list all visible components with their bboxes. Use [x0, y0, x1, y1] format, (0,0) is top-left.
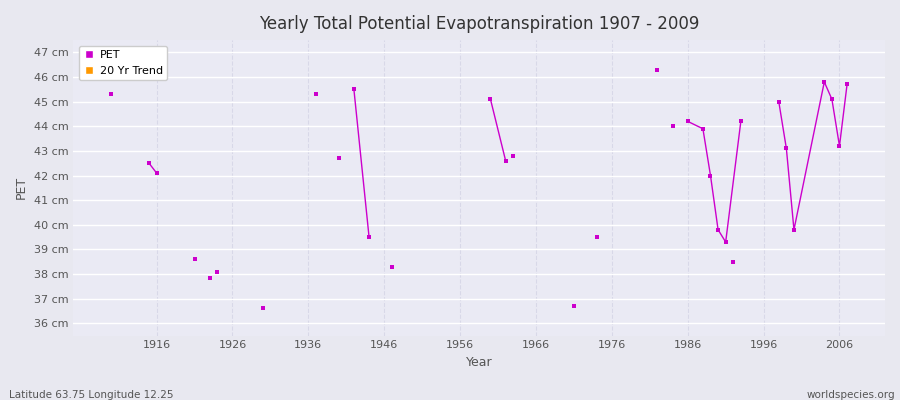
Point — [149, 170, 164, 176]
Point — [384, 264, 399, 270]
Point — [506, 153, 520, 159]
Point — [187, 256, 202, 262]
Point — [726, 258, 741, 265]
Point — [590, 234, 604, 240]
Point — [256, 305, 270, 312]
Title: Yearly Total Potential Evapotranspiration 1907 - 2009: Yearly Total Potential Evapotranspiratio… — [259, 15, 699, 33]
Point — [331, 155, 346, 162]
Point — [104, 91, 118, 98]
Legend: PET, 20 Yr Trend: PET, 20 Yr Trend — [78, 46, 167, 80]
Text: Latitude 63.75 Longitude 12.25: Latitude 63.75 Longitude 12.25 — [9, 390, 174, 400]
Point — [665, 123, 680, 130]
Y-axis label: PET: PET — [15, 176, 28, 200]
Point — [202, 274, 217, 281]
Text: worldspecies.org: worldspecies.org — [807, 390, 896, 400]
X-axis label: Year: Year — [466, 356, 492, 369]
Point — [650, 66, 664, 73]
Point — [567, 303, 581, 309]
Point — [309, 91, 323, 98]
Point — [210, 268, 224, 275]
